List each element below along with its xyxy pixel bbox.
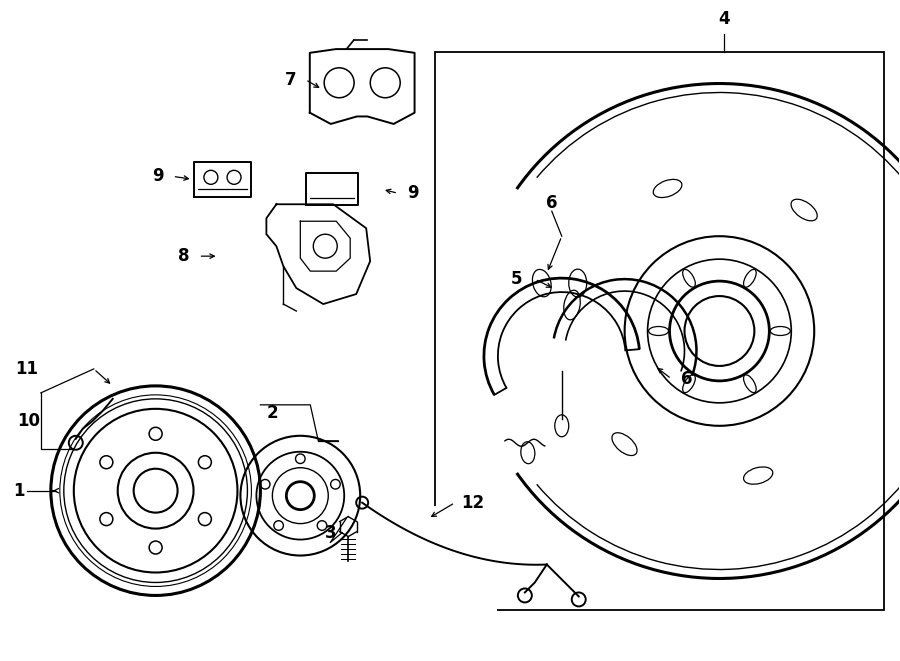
Text: 7: 7 bbox=[284, 71, 296, 89]
Text: 9: 9 bbox=[152, 167, 164, 185]
Text: 1: 1 bbox=[14, 482, 24, 500]
Text: 4: 4 bbox=[718, 10, 730, 28]
Text: 8: 8 bbox=[178, 247, 189, 265]
Text: 5: 5 bbox=[511, 270, 523, 288]
Text: 9: 9 bbox=[408, 184, 418, 202]
Text: 10: 10 bbox=[17, 412, 40, 430]
Text: 11: 11 bbox=[15, 360, 39, 378]
Text: 6: 6 bbox=[680, 370, 692, 388]
Text: 12: 12 bbox=[462, 494, 484, 512]
Text: 2: 2 bbox=[266, 404, 278, 422]
Text: 6: 6 bbox=[546, 194, 557, 212]
Text: 3: 3 bbox=[324, 524, 336, 541]
